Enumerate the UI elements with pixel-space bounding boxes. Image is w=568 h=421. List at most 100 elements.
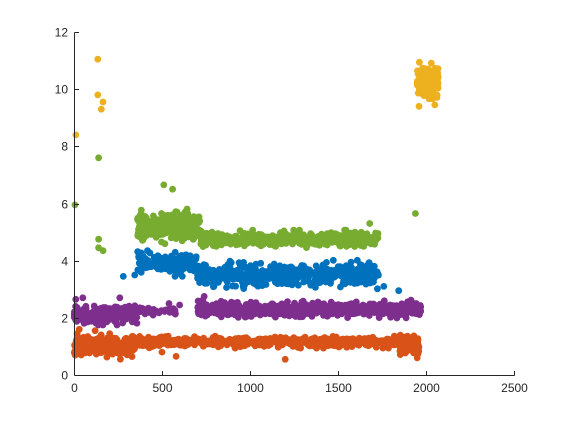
data-point xyxy=(171,272,179,280)
data-point xyxy=(271,268,278,276)
data-point xyxy=(327,280,334,287)
data-point xyxy=(162,265,169,273)
data-point xyxy=(291,277,299,285)
data-point xyxy=(337,272,345,280)
data-point xyxy=(200,302,207,309)
data-point xyxy=(165,300,173,307)
data-point xyxy=(281,355,289,363)
data-point xyxy=(415,102,423,110)
data-points xyxy=(70,55,442,363)
series-2 xyxy=(72,55,442,139)
data-point xyxy=(101,339,108,346)
data-point xyxy=(72,131,80,139)
data-point xyxy=(416,58,423,66)
data-point xyxy=(312,284,319,291)
data-point xyxy=(146,249,154,257)
data-point xyxy=(103,353,111,361)
data-point xyxy=(134,248,142,256)
data-point xyxy=(282,239,290,247)
data-point xyxy=(262,273,270,281)
data-point xyxy=(242,313,250,320)
data-point xyxy=(305,274,312,281)
data-point xyxy=(314,233,321,241)
data-point xyxy=(372,229,379,237)
data-point xyxy=(198,311,205,319)
data-point xyxy=(308,231,316,239)
data-point xyxy=(225,311,233,318)
data-point xyxy=(197,227,205,235)
data-point xyxy=(72,303,79,310)
data-point xyxy=(250,233,258,241)
data-point xyxy=(172,267,179,275)
data-point xyxy=(131,271,139,279)
data-point xyxy=(122,315,130,323)
data-point xyxy=(414,340,422,348)
data-point xyxy=(349,273,357,280)
data-point xyxy=(135,217,143,225)
data-point xyxy=(305,306,313,314)
data-point xyxy=(159,260,167,268)
data-point xyxy=(267,263,274,271)
data-point xyxy=(194,297,202,305)
series-1 xyxy=(71,325,423,363)
data-point xyxy=(200,293,208,300)
data-point xyxy=(296,226,303,234)
data-point xyxy=(380,299,388,307)
data-point xyxy=(329,256,337,264)
data-point xyxy=(332,236,340,243)
data-point xyxy=(430,77,438,85)
data-point xyxy=(264,306,272,314)
data-point xyxy=(204,239,211,247)
data-point xyxy=(218,299,226,307)
x-tick-label: 0 xyxy=(71,381,78,395)
data-point xyxy=(169,185,177,193)
data-point xyxy=(247,298,255,306)
data-point xyxy=(360,306,368,314)
data-point xyxy=(258,282,266,289)
data-point xyxy=(101,313,109,320)
data-point xyxy=(117,355,124,363)
data-point xyxy=(201,280,209,287)
data-point xyxy=(263,340,271,348)
data-point xyxy=(253,272,261,279)
data-point xyxy=(175,227,183,235)
data-point xyxy=(195,213,203,221)
data-point xyxy=(203,229,210,237)
data-point xyxy=(167,224,175,231)
data-point xyxy=(154,265,162,273)
data-point xyxy=(251,305,258,313)
data-point xyxy=(278,334,286,342)
data-point xyxy=(157,220,164,228)
data-point xyxy=(172,340,180,348)
data-point xyxy=(434,69,442,77)
data-point xyxy=(188,227,196,235)
data-point xyxy=(95,154,102,162)
data-point xyxy=(250,279,258,287)
series-0 xyxy=(119,247,403,295)
data-point xyxy=(361,275,368,283)
y-tick-label: 6 xyxy=(61,198,68,212)
data-point xyxy=(215,276,223,284)
data-point xyxy=(141,256,149,264)
data-point xyxy=(95,235,102,243)
data-point xyxy=(381,339,389,346)
data-point xyxy=(203,266,211,274)
data-point xyxy=(280,227,288,235)
data-point xyxy=(355,231,363,239)
data-point xyxy=(239,282,247,290)
data-point xyxy=(214,230,222,237)
data-point xyxy=(281,303,289,311)
data-point xyxy=(163,229,170,237)
data-point xyxy=(168,258,175,266)
data-point xyxy=(364,261,372,269)
data-point xyxy=(135,259,143,267)
data-point xyxy=(225,305,233,313)
data-point xyxy=(372,336,380,344)
data-point xyxy=(138,305,146,312)
data-point xyxy=(172,208,180,216)
data-point xyxy=(186,252,194,260)
data-point xyxy=(396,331,404,339)
data-point xyxy=(74,335,82,342)
data-point xyxy=(171,248,179,256)
